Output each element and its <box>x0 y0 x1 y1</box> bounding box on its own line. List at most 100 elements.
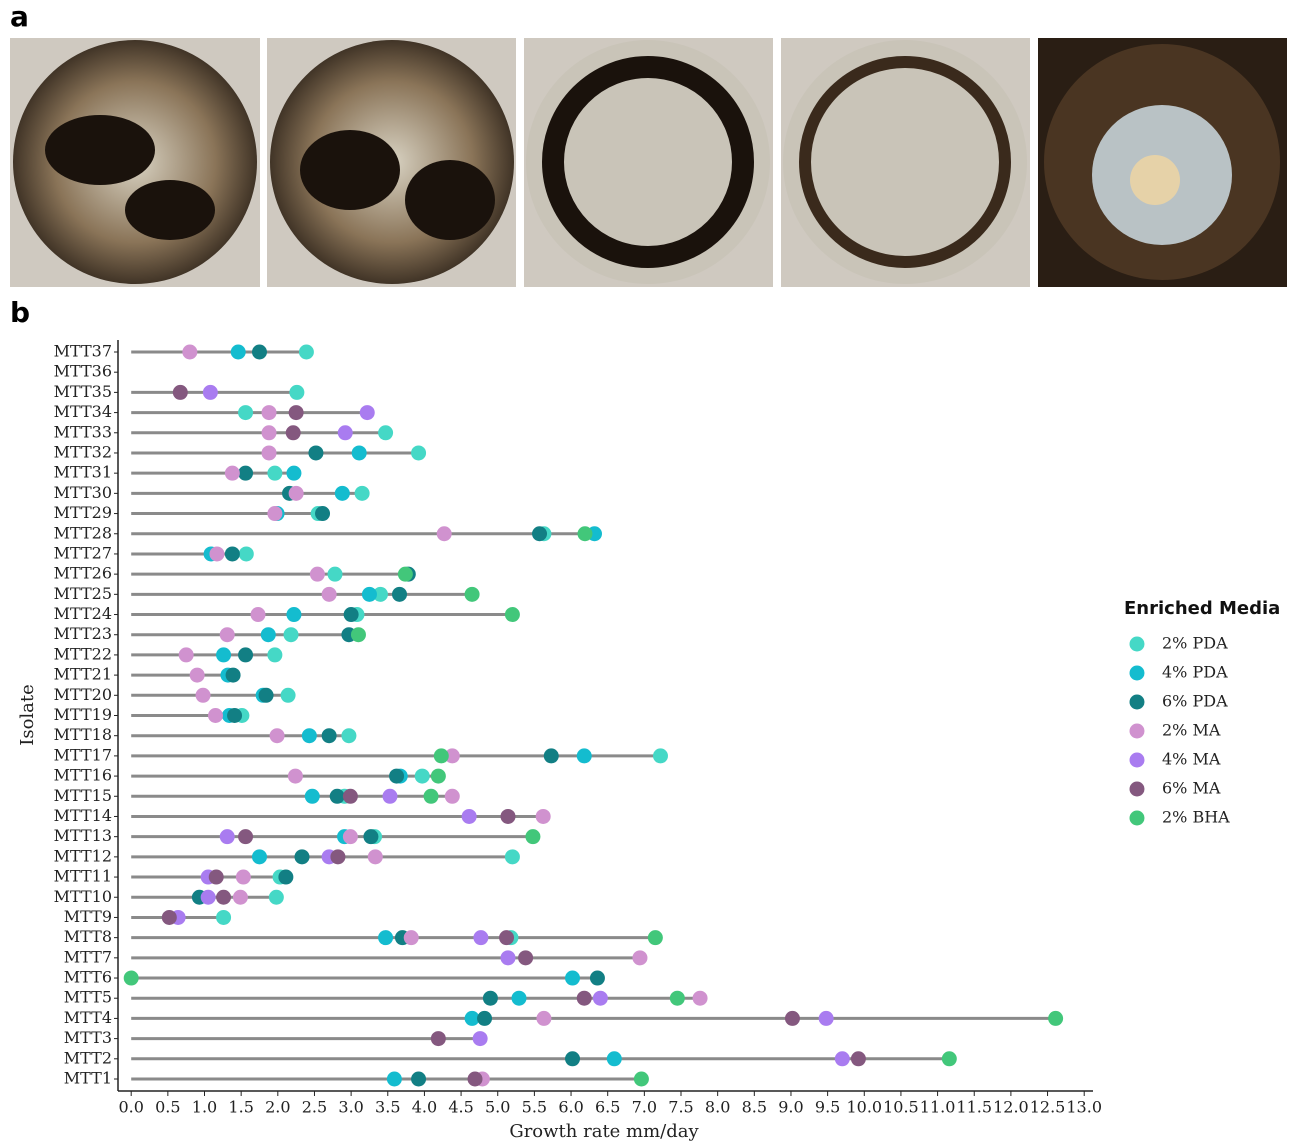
dot <box>431 769 446 784</box>
dot <box>1048 1011 1063 1026</box>
dot <box>236 870 251 885</box>
dot <box>310 567 325 582</box>
dot <box>344 607 359 622</box>
x-tick-label: 2.0 <box>265 1098 290 1117</box>
y-tick-label: MTT24 <box>54 604 112 623</box>
x-tick-label: 3.5 <box>375 1098 400 1117</box>
y-tick-label: MTT5 <box>64 988 112 1007</box>
x-tick-label: 11.5 <box>956 1098 992 1117</box>
y-tick-label: MTT14 <box>54 806 112 825</box>
legend-swatch <box>1130 753 1145 768</box>
dot <box>239 546 254 561</box>
x-tick-label: 4.5 <box>448 1098 473 1117</box>
dot <box>289 405 304 420</box>
dot <box>415 769 430 784</box>
dot <box>162 910 177 925</box>
dot <box>330 849 345 864</box>
dot <box>226 668 241 683</box>
y-tick-label: MTT18 <box>54 725 112 744</box>
x-tick-label: 1.0 <box>192 1098 217 1117</box>
y-tick-label: MTT16 <box>54 766 112 785</box>
x-tick-label: 9.0 <box>778 1098 803 1117</box>
legend-swatch <box>1130 637 1145 652</box>
dot <box>648 930 663 945</box>
x-tick-label: 6.5 <box>595 1098 620 1117</box>
y-tick-label: MTT7 <box>64 947 112 966</box>
dot <box>305 789 320 804</box>
dot <box>231 345 246 360</box>
x-tick-label: 0.0 <box>118 1098 143 1117</box>
dot <box>577 526 592 541</box>
dot <box>233 890 248 905</box>
x-tick-label: 3.0 <box>338 1098 363 1117</box>
dot <box>473 930 488 945</box>
dot <box>785 1011 800 1026</box>
dot <box>424 789 439 804</box>
dot <box>225 546 240 561</box>
dot <box>308 445 323 460</box>
dot <box>536 809 551 824</box>
dot <box>262 405 277 420</box>
dot <box>437 526 452 541</box>
dot <box>590 971 605 986</box>
dot <box>505 607 520 622</box>
dot <box>462 809 477 824</box>
dot <box>387 1072 402 1087</box>
dot <box>343 789 358 804</box>
oil-patch <box>300 130 400 210</box>
dot <box>835 1051 850 1066</box>
dot <box>278 870 293 885</box>
dot <box>431 1031 446 1046</box>
dot <box>225 466 240 481</box>
dot <box>299 345 314 360</box>
y-tick-label: MTT15 <box>54 786 112 805</box>
dot <box>368 849 383 864</box>
y-tick-label: MTT8 <box>64 927 112 946</box>
dot <box>511 991 526 1006</box>
x-tick-label: 7.5 <box>668 1098 693 1117</box>
legend-label: 2% PDA <box>1162 634 1228 653</box>
dot <box>216 647 231 662</box>
dot <box>518 950 533 965</box>
legend-title: Enriched Media <box>1124 598 1280 619</box>
y-tick-label: MTT12 <box>54 846 112 865</box>
petri-dish <box>783 40 1027 284</box>
x-tick-label: 9.5 <box>815 1098 840 1117</box>
legend-label: 6% PDA <box>1162 692 1228 711</box>
y-tick-label: MTT6 <box>64 968 112 987</box>
dot <box>404 930 419 945</box>
dot <box>565 1051 580 1066</box>
x-tick-label: 11.0 <box>920 1098 956 1117</box>
x-tick-label: 2.5 <box>302 1098 327 1117</box>
x-tick-label: 10.0 <box>846 1098 882 1117</box>
dot <box>355 486 370 501</box>
dot <box>179 647 194 662</box>
dot <box>411 445 426 460</box>
dot <box>445 789 460 804</box>
panel-label: a <box>10 0 29 33</box>
y-tick-label: MTT3 <box>64 1028 112 1047</box>
dot <box>499 930 514 945</box>
dot <box>173 385 188 400</box>
dot <box>942 1051 957 1066</box>
dot <box>270 728 285 743</box>
dot <box>473 1031 488 1046</box>
dot <box>525 829 540 844</box>
dot <box>259 688 274 703</box>
dot <box>251 607 266 622</box>
dot <box>693 991 708 1006</box>
y-tick-label: MTT33 <box>54 422 112 441</box>
dot <box>288 769 303 784</box>
dot <box>281 688 296 703</box>
x-tick-label: 13.0 <box>1066 1098 1102 1117</box>
dot <box>477 1011 492 1026</box>
y-tick-label: MTT30 <box>54 483 112 502</box>
dot <box>327 567 342 582</box>
x-tick-label: 5.0 <box>485 1098 510 1117</box>
dot <box>267 647 282 662</box>
dot <box>182 345 197 360</box>
legend-label: 4% PDA <box>1162 663 1228 682</box>
dot <box>577 991 592 1006</box>
y-tick-label: MTT4 <box>64 1008 112 1027</box>
dot <box>465 587 480 602</box>
